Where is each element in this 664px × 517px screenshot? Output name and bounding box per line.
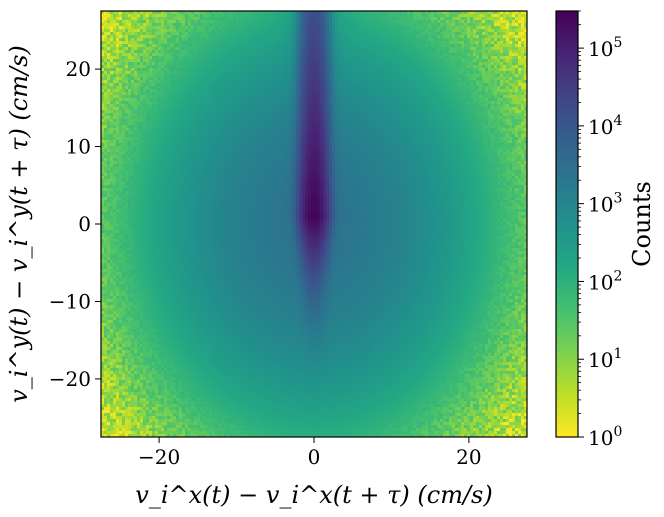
- colorbar-tick-label: 102: [588, 268, 622, 294]
- colorbar-tick-base: 10: [588, 115, 613, 139]
- x-axis-ticks: −20 0 20: [138, 437, 482, 469]
- y-axis-label: v_i^y(t) − v_i^y(t + τ) (cm/s): [5, 45, 33, 403]
- y-axis-ticks: 20 10 0 −10 −20: [49, 57, 101, 391]
- colorbar-tick-base: 10: [588, 270, 613, 294]
- x-tick-label: −20: [138, 445, 180, 469]
- y-tick-label: −20: [49, 367, 91, 391]
- colorbar-frame: [555, 10, 579, 438]
- heatmap-area: [100, 10, 528, 438]
- y-tick-label: 0: [78, 212, 91, 236]
- colorbar-tick-exponent: 2: [613, 268, 622, 284]
- colorbar-tick-label: 101: [588, 346, 622, 372]
- colorbar-tick-exponent: 4: [613, 113, 622, 129]
- colorbar-tick-exponent: 5: [613, 35, 622, 51]
- colorbar-tick-base: 10: [588, 426, 613, 450]
- colorbar-label: Counts: [628, 181, 656, 267]
- colorbar-tick-base: 10: [588, 348, 613, 372]
- y-tick-label: 10: [66, 135, 91, 159]
- colorbar-tick-base: 10: [588, 37, 613, 61]
- y-tick-label: 20: [66, 57, 91, 81]
- colorbar-tick-exponent: 1: [613, 346, 622, 362]
- colorbar-tick-label: 105: [588, 35, 622, 61]
- x-tick-label: 20: [456, 445, 481, 469]
- colorbar-tick-exponent: 3: [613, 191, 622, 207]
- heatmap-image: [101, 11, 527, 437]
- colorbar-gradient: [556, 11, 578, 437]
- x-axis-label: v_i^x(t) − v_i^x(t + τ) (cm/s): [135, 481, 492, 509]
- colorbar-tick-base: 10: [588, 193, 613, 217]
- colorbar-tick-exponent: 0: [613, 424, 622, 440]
- y-tick-label: −10: [49, 289, 91, 313]
- colorbar-tick-label: 104: [588, 113, 622, 139]
- colorbar-tick-label: 100: [588, 424, 622, 450]
- colorbar-tick-label: 103: [588, 191, 622, 217]
- x-tick-label: 0: [308, 445, 321, 469]
